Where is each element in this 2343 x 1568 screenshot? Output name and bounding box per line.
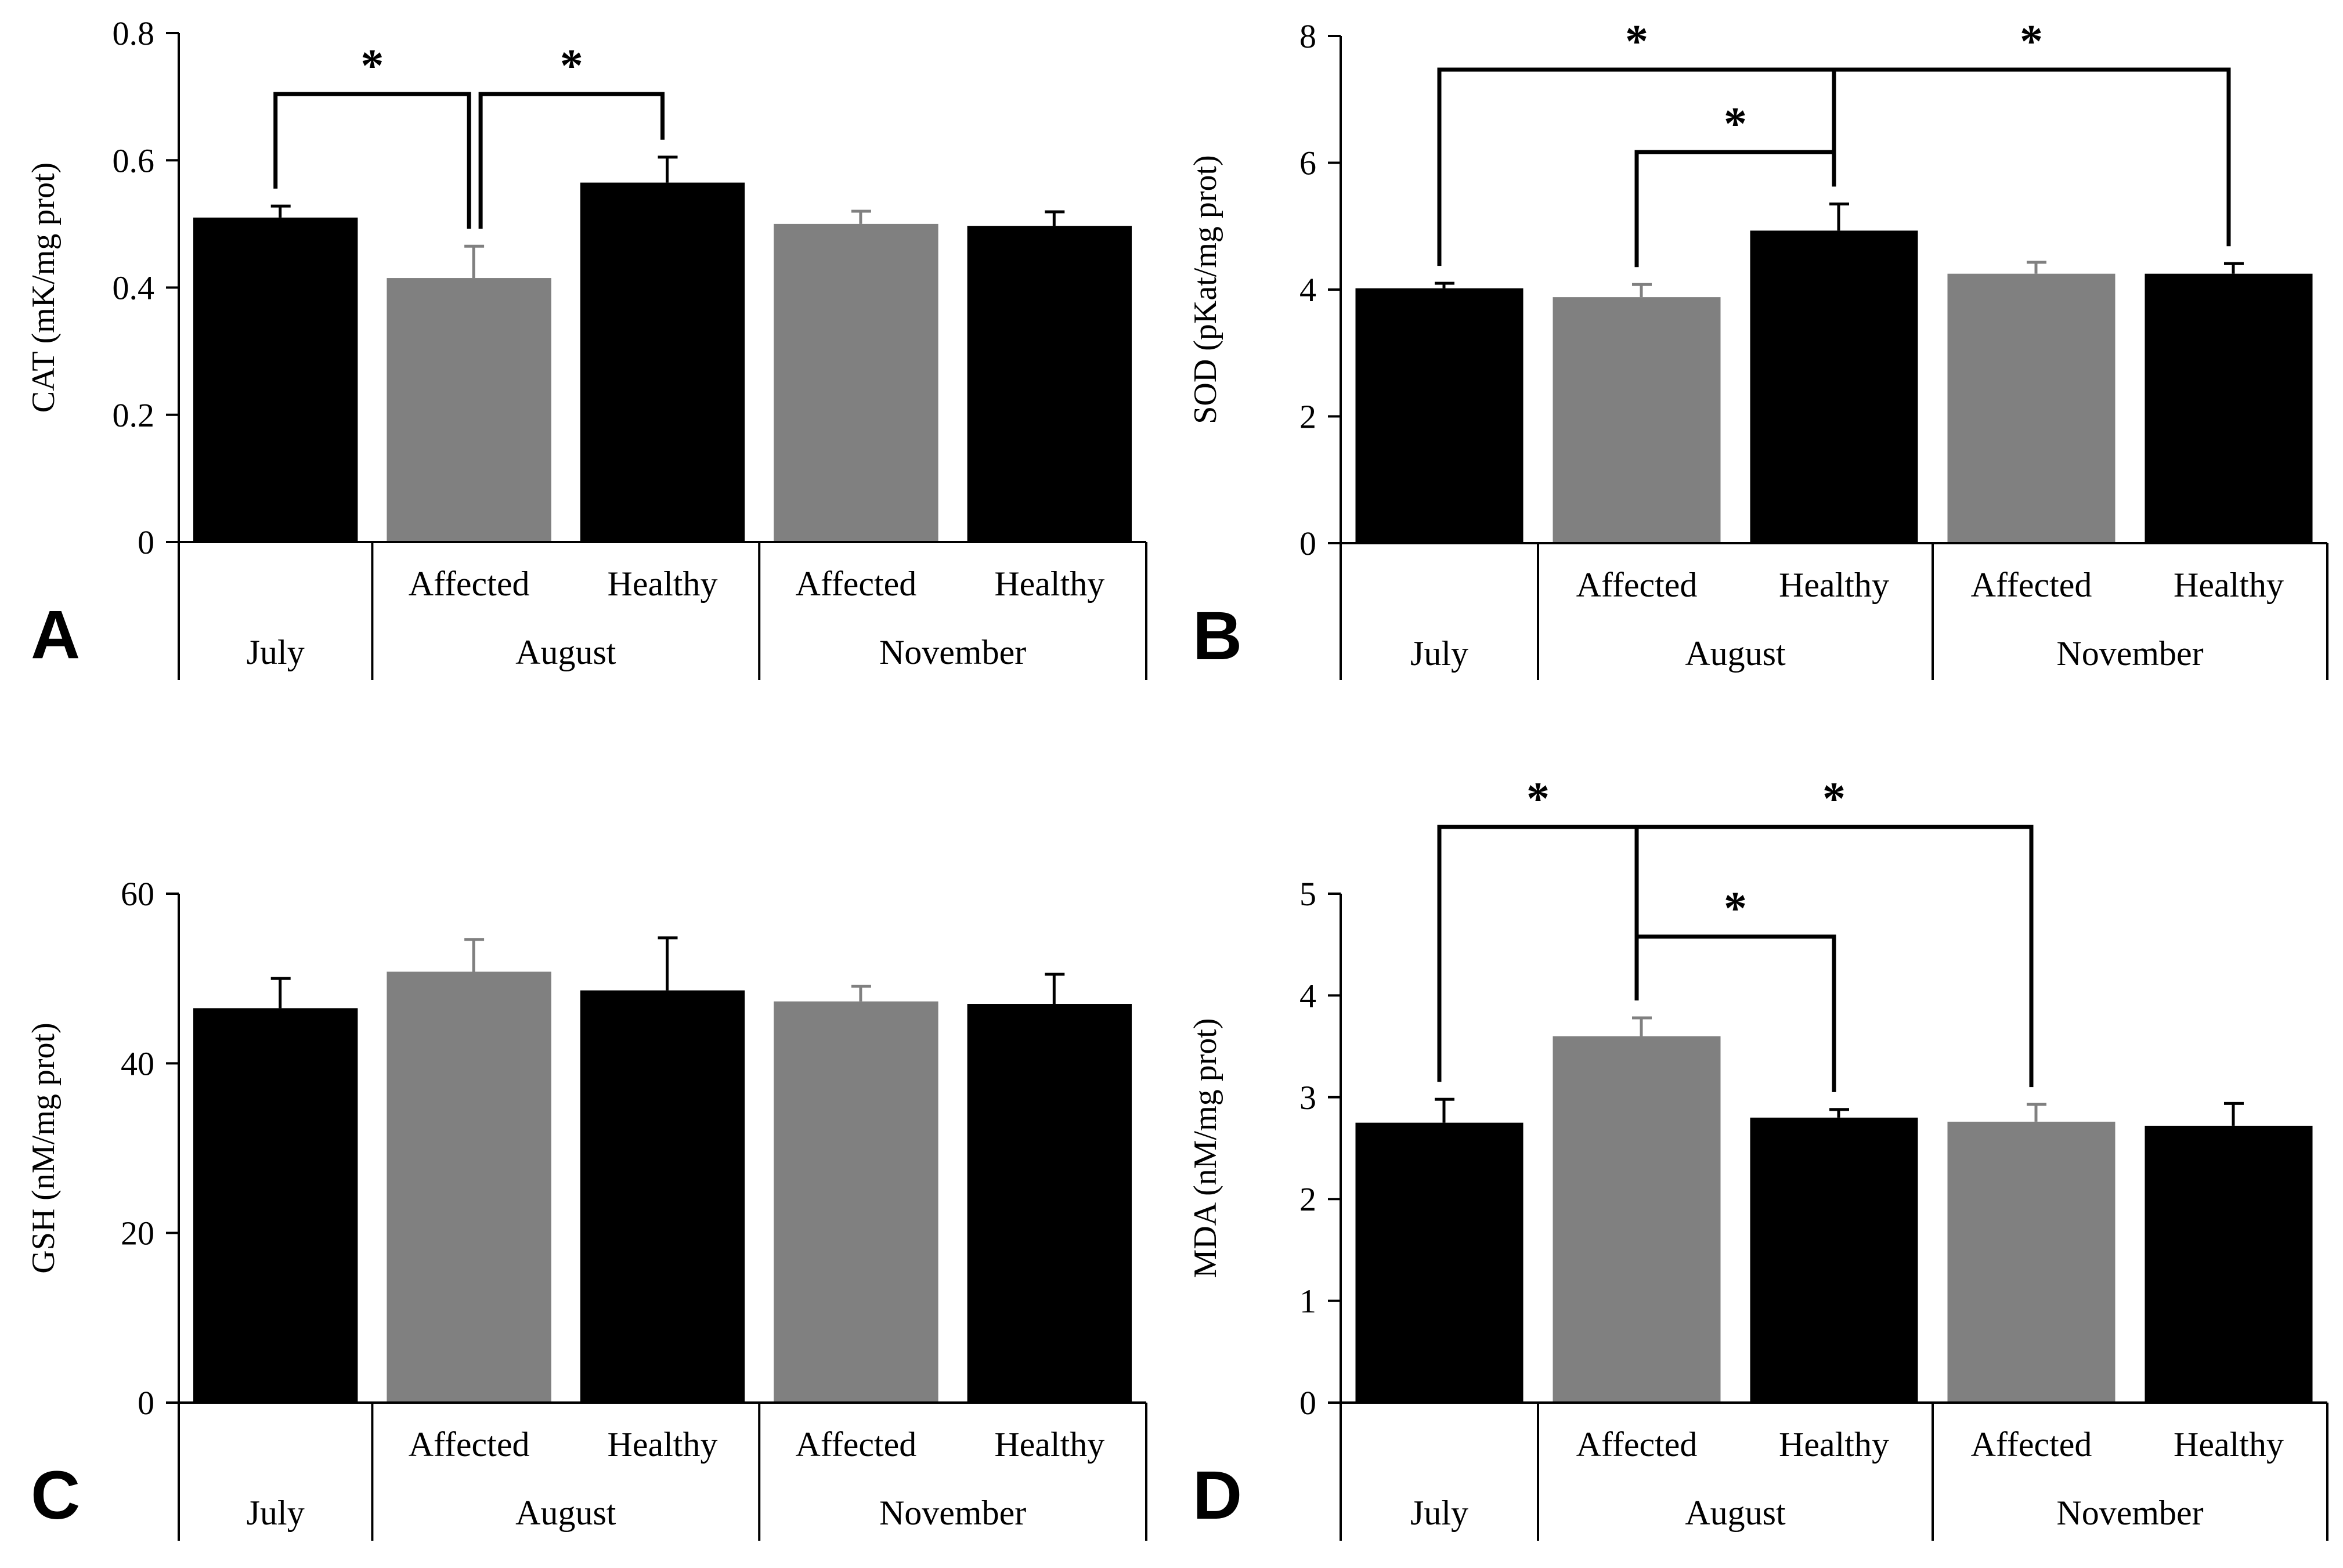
y-tick-label: 2	[1299, 1180, 1316, 1218]
y-tick-label: 40	[121, 1045, 154, 1082]
category-label-healthy: Healthy	[2174, 566, 2284, 604]
category-label-healthy: Healthy	[608, 1425, 718, 1464]
category-label-affected: Affected	[1971, 566, 2092, 604]
category-label-affected: Affected	[409, 1425, 530, 1464]
month-label-july: July	[247, 633, 305, 671]
y-tick-label: 4	[1299, 977, 1316, 1014]
month-label-august: August	[515, 633, 616, 671]
significance-star: *	[1822, 774, 1846, 825]
panel-d: 0 1 2 3 4 5 MDA (nM/mg prot) Affected Healthy Aff…	[1187, 774, 2328, 1541]
month-label-july: July	[1410, 1494, 1468, 1532]
panel-letter-a: A	[31, 597, 80, 673]
y-tick-label: 0.4	[113, 269, 155, 307]
y-tick-label: 0	[1299, 525, 1316, 562]
category-label-healthy: Healthy	[994, 565, 1104, 603]
y-tick-label: 0	[138, 1384, 154, 1422]
significance-bracket	[1634, 825, 2034, 1088]
panel-b: 0 2 4 6 8 SOD (pKat/mg prot) Affected Healthy Af…	[1187, 16, 2328, 680]
significance-star: *	[1625, 16, 1648, 67]
y-tick-label: 0	[138, 523, 154, 561]
bar-november-healthy	[967, 1004, 1132, 1403]
bar-november-affected	[774, 223, 938, 542]
y-axis-title: SOD (pKat/mg prot)	[1187, 155, 1223, 424]
significance-bracket	[273, 92, 471, 229]
category-label-healthy: Healthy	[1779, 566, 1889, 604]
category-label-affected: Affected	[1576, 566, 1698, 604]
y-tick-label: 20	[121, 1215, 154, 1252]
bar-november-affected	[1947, 273, 2115, 543]
bar-november-affected	[1947, 1121, 2115, 1403]
month-label-november: November	[2056, 1494, 2203, 1532]
month-label-november: November	[2056, 634, 2203, 673]
bar-august-healthy	[580, 182, 745, 542]
bar-july	[193, 217, 358, 543]
panel-letter-c: C	[31, 1457, 80, 1534]
category-label-affected: Affected	[409, 565, 530, 603]
bar-august-healthy	[580, 990, 745, 1403]
bar-july	[193, 1008, 358, 1403]
y-axis-title: MDA (nM/mg prot)	[1187, 1018, 1223, 1278]
y-tick-label: 6	[1299, 144, 1316, 182]
y-tick-label: 0.6	[113, 142, 155, 179]
y-tick-label: 8	[1299, 17, 1316, 55]
bar-august-affected	[387, 278, 551, 542]
significance-star: *	[360, 41, 384, 92]
y-axis-title: CAT (mK/mg prot)	[26, 162, 62, 413]
bar-july	[1355, 1122, 1524, 1403]
panel-a: 0 0.2 0.4 0.6 0.8 CAT (mK/mg prot) Affected Hea…	[26, 15, 1147, 680]
y-tick-label: 2	[1299, 398, 1316, 436]
bar-november-affected	[774, 1001, 938, 1403]
panel-c: 0 20 40 60 GSH (nM/mg prot) Affected Healthy Af…	[26, 875, 1147, 1541]
bar-august-healthy	[1750, 1117, 1918, 1403]
significance-bracket	[1832, 67, 2231, 247]
category-label-affected: Affected	[796, 565, 917, 603]
month-label-august: August	[1685, 1494, 1786, 1532]
significance-star: *	[1526, 774, 1550, 825]
category-label-healthy: Healthy	[2174, 1425, 2284, 1464]
bar-august-affected	[1553, 1036, 1721, 1403]
bar-august-healthy	[1750, 230, 1918, 544]
month-label-november: November	[879, 1494, 1026, 1532]
month-label-november: November	[879, 633, 1026, 671]
bar-november-healthy	[2145, 1125, 2313, 1403]
y-tick-label: 0.2	[113, 396, 155, 434]
category-label-healthy: Healthy	[994, 1425, 1104, 1464]
y-tick-label: 0.8	[113, 15, 155, 52]
bar-july	[1355, 288, 1524, 543]
y-tick-label: 60	[121, 875, 154, 913]
bar-november-healthy	[2145, 273, 2313, 543]
month-label-august: August	[1685, 634, 1786, 673]
month-label-july: July	[247, 1494, 305, 1532]
significance-star: *	[2020, 16, 2043, 67]
bar-november-healthy	[967, 226, 1132, 542]
bar-august-affected	[1553, 297, 1721, 543]
y-tick-label: 5	[1299, 875, 1316, 913]
panel-letter-b: B	[1193, 598, 1242, 674]
significance-star: *	[1724, 883, 1747, 934]
category-label-healthy: Healthy	[1779, 1425, 1889, 1464]
significance-star: *	[1724, 99, 1747, 150]
y-axis-title: GSH (nM/mg prot)	[26, 1023, 62, 1273]
category-label-affected: Affected	[1971, 1425, 2092, 1464]
month-label-july: July	[1410, 634, 1468, 673]
y-tick-label: 1	[1299, 1282, 1316, 1320]
panel-letter-d: D	[1193, 1457, 1242, 1534]
y-tick-label: 4	[1299, 271, 1316, 309]
category-label-healthy: Healthy	[608, 565, 718, 603]
y-tick-label: 3	[1299, 1079, 1316, 1117]
category-label-affected: Affected	[796, 1425, 917, 1464]
y-tick-label: 0	[1299, 1384, 1316, 1422]
significance-star: *	[560, 41, 583, 92]
significance-bracket	[478, 92, 665, 229]
bar-august-affected	[387, 971, 551, 1403]
significance-bracket	[1634, 934, 1836, 1092]
category-label-affected: Affected	[1576, 1425, 1698, 1464]
month-label-august: August	[515, 1494, 616, 1532]
